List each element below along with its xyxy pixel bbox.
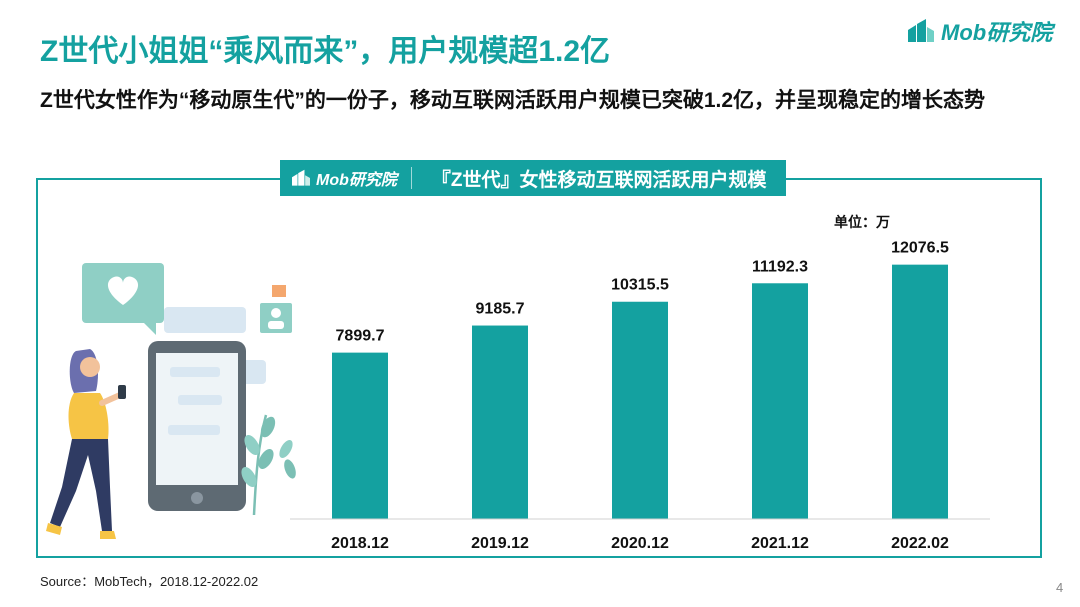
x-tick-label: 2019.12 xyxy=(471,535,529,552)
brand-logo-icon xyxy=(292,169,310,186)
data-label: 7899.7 xyxy=(336,328,385,345)
data-label: 10315.5 xyxy=(611,277,669,294)
bar-2018.12 xyxy=(332,352,388,519)
data-label: 9185.7 xyxy=(476,301,525,318)
panel-brand: Mob研究院 xyxy=(290,166,397,190)
bar-2019.12 xyxy=(472,325,528,519)
bar-2021.12 xyxy=(752,283,808,519)
data-label: 12076.5 xyxy=(891,240,949,257)
panel-brand-text: Mob研究院 xyxy=(316,172,397,189)
unit-label: 单位：万 xyxy=(834,214,890,230)
chart-title: 『Z世代』女性移动互联网活跃用户规模 xyxy=(431,169,767,191)
data-label: 11192.3 xyxy=(752,258,808,275)
x-tick-label: 2021.12 xyxy=(751,535,809,552)
page-subtitle: Z世代女性作为“移动原生代”的一份子，移动互联网活跃用户规模已突破1.2亿，并呈… xyxy=(40,89,986,112)
header-divider xyxy=(410,167,412,189)
brand-logo: Mob研究院 xyxy=(906,16,1052,46)
woman-phone-illustration xyxy=(46,263,296,539)
page-number: 4 xyxy=(1056,580,1064,595)
brand-name: Mob研究院 xyxy=(941,20,1053,45)
bar-2022.02 xyxy=(892,264,948,519)
bar-2020.12 xyxy=(612,301,668,519)
x-tick-label: 2020.12 xyxy=(611,535,669,552)
x-tick-label: 2018.12 xyxy=(331,535,389,552)
page-title: Z世代小姐姐“乘风而来”，用户规模超1.2亿 xyxy=(40,35,611,68)
source-note: Source：MobTech，2018.12-2022.02 xyxy=(40,574,259,589)
brand-logo-icon xyxy=(908,19,934,42)
x-tick-label: 2022.02 xyxy=(891,535,949,552)
chart-panel-header: Mob研究院 『Z世代』女性移动互联网活跃用户规模 xyxy=(280,160,786,196)
